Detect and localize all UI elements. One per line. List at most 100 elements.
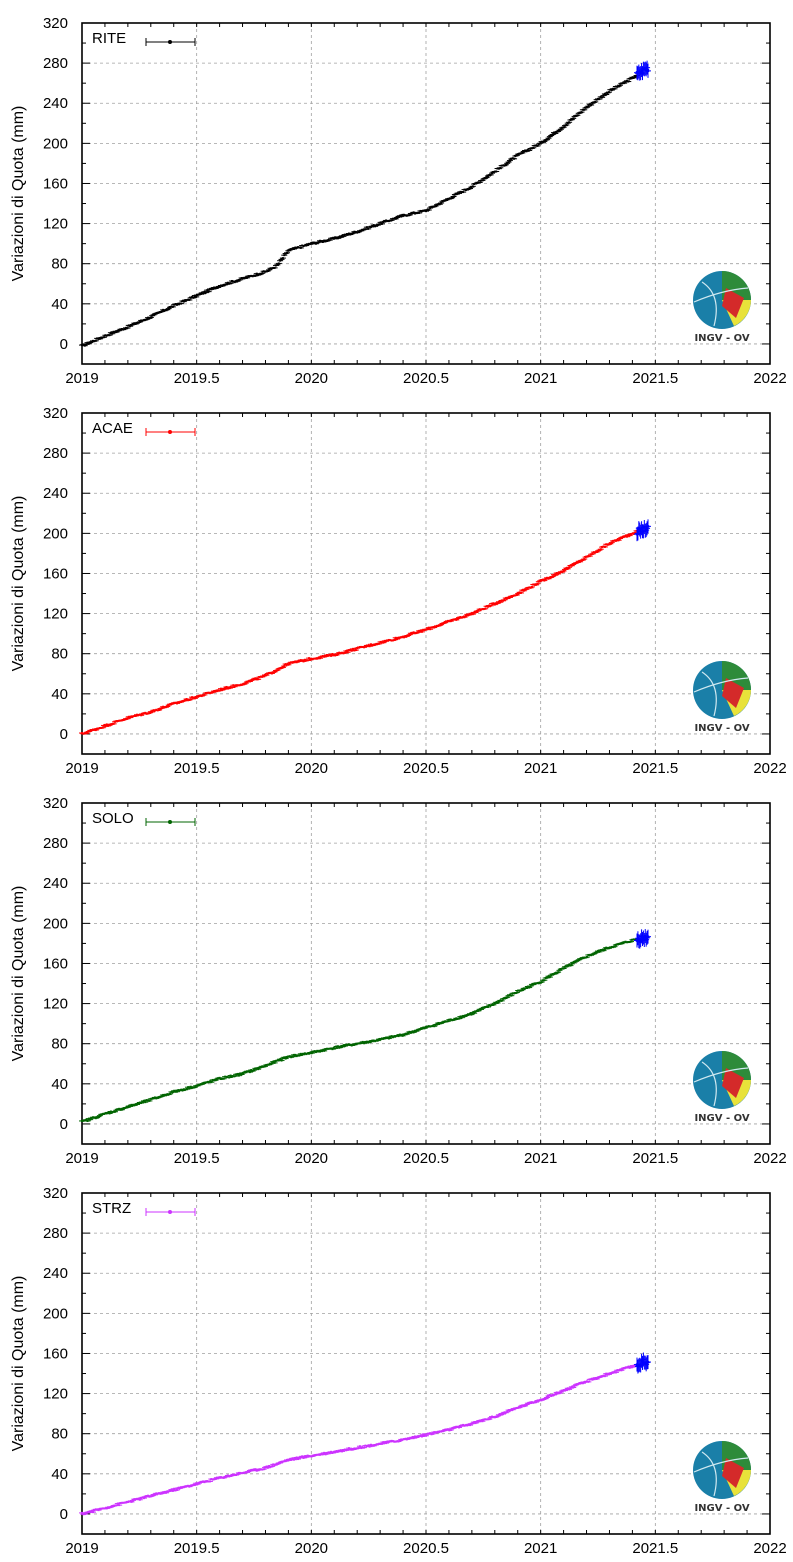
data-point [302, 660, 305, 663]
data-point [175, 1488, 178, 1491]
data-point [515, 991, 518, 994]
data-point [631, 1366, 634, 1369]
data-point [441, 1021, 444, 1024]
data-point [603, 92, 606, 95]
data-point [235, 1473, 238, 1476]
x-tick-label: 2021 [524, 1150, 557, 1167]
data-point [129, 716, 132, 719]
y-tick-label: 160 [43, 565, 68, 582]
data-point [345, 649, 348, 652]
data-point [391, 1036, 394, 1039]
data-point [94, 1117, 97, 1120]
data-point [221, 688, 224, 691]
data-point [251, 1469, 254, 1472]
data-point [281, 257, 284, 260]
y-tick-label: 320 [43, 795, 68, 812]
data-point [374, 643, 377, 646]
data-point [290, 1056, 293, 1059]
data-point [469, 1424, 472, 1427]
y-tick-label: 280 [43, 445, 68, 462]
data-point [346, 651, 349, 654]
data-point [305, 244, 308, 247]
data-point [353, 1043, 356, 1046]
data-point-recent [646, 935, 650, 938]
data-point [236, 280, 239, 283]
data-point [266, 672, 269, 675]
data-point [503, 598, 506, 601]
data-point [254, 274, 257, 277]
data-point [197, 1482, 200, 1485]
data-point [232, 1473, 235, 1476]
data-point [451, 619, 454, 622]
data-point [122, 719, 125, 722]
data-point [621, 1367, 624, 1370]
x-tick-label: 2020 [295, 1150, 328, 1167]
data-point [477, 609, 480, 612]
data-point [316, 1049, 319, 1052]
data-point [440, 201, 443, 204]
data-point [453, 1018, 456, 1021]
data-point [521, 151, 524, 154]
data-point [306, 659, 309, 662]
data-point [233, 281, 236, 284]
y-tick-label: 0 [60, 726, 68, 743]
y-tick-label: 320 [43, 15, 68, 32]
data-point [280, 258, 283, 261]
data-point [214, 287, 217, 290]
data-point [108, 1506, 111, 1509]
y-tick-label: 120 [43, 216, 68, 233]
data-point [463, 1015, 466, 1018]
data-point [101, 726, 104, 729]
data-point [532, 146, 535, 149]
data-point [273, 670, 276, 673]
data-point [519, 989, 522, 992]
data-point [602, 94, 605, 97]
data-point [598, 549, 601, 552]
data-point [295, 661, 298, 664]
data-point [324, 1453, 327, 1456]
data-point [583, 108, 586, 111]
data-point [594, 1377, 597, 1380]
ingv-logo: INGV - OV [693, 661, 751, 734]
data-point [203, 290, 206, 293]
data-point [415, 1030, 418, 1033]
data-point [408, 214, 411, 217]
data-point-recent [637, 70, 641, 73]
data-point [594, 100, 597, 103]
data-point [367, 1041, 370, 1044]
data-point [342, 235, 345, 238]
data-point [504, 163, 507, 166]
data-point [508, 1409, 511, 1412]
data-point-recent [644, 68, 648, 71]
data-point [455, 618, 458, 621]
data-point [425, 1434, 427, 1437]
data-point [335, 653, 338, 656]
data-point [441, 200, 444, 203]
data-point [380, 222, 383, 225]
data-point [181, 1089, 184, 1092]
data-point [218, 1076, 221, 1079]
data-point [314, 1051, 317, 1054]
x-tick-label: 2020.5 [403, 760, 449, 777]
data-point [357, 646, 360, 649]
data-point [167, 1093, 170, 1096]
data-point [525, 1403, 528, 1406]
data-point [286, 251, 289, 254]
data-point [585, 1380, 588, 1383]
data-point [588, 555, 591, 558]
data-point [537, 982, 540, 985]
data-point [288, 1458, 291, 1461]
data-point [94, 339, 97, 342]
data-point [594, 551, 597, 554]
data-point [270, 672, 273, 675]
data-point [602, 949, 605, 952]
data-point [576, 959, 579, 962]
data-point [103, 1112, 106, 1115]
data-point [284, 1460, 287, 1463]
data-point [310, 242, 313, 245]
data-point [151, 1494, 154, 1497]
data-point [301, 659, 304, 662]
data-point [572, 563, 575, 566]
data-point [253, 1069, 255, 1072]
data-point [402, 213, 405, 216]
